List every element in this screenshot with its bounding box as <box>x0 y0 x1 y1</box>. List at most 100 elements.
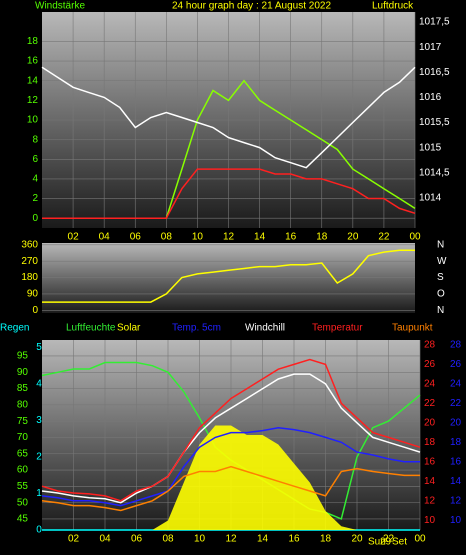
x-tick-label: 08 <box>161 232 173 243</box>
y2-tick-label: 1015 <box>419 142 442 153</box>
x-tick-label: 08 <box>162 534 174 545</box>
y2-tick-label-second: 26 <box>450 359 462 370</box>
series-line <box>41 426 420 507</box>
y3-tick-label: 0 <box>36 525 42 536</box>
x-tick-label: 06 <box>131 534 143 545</box>
legend-entry: Temp. 5cm <box>172 323 221 334</box>
y-tick-label: 55 <box>17 481 29 492</box>
y-tick-label: 4 <box>32 174 38 185</box>
x-tick-label: 20 <box>347 232 359 243</box>
y-tick-label: 180 <box>21 272 38 283</box>
y-tick-label: 80 <box>17 399 29 410</box>
x-tick-label: 02 <box>68 534 80 545</box>
x-tick-label: 10 <box>194 534 206 545</box>
y2-tick-label: O <box>437 289 445 300</box>
x-tick-label: 14 <box>257 534 269 545</box>
x-tick-label: 04 <box>99 232 111 243</box>
y3-tick-label: 3 <box>36 415 42 426</box>
series-line <box>42 249 415 303</box>
y2-tick-label: 1016 <box>419 92 442 103</box>
y-tick-label: 360 <box>21 239 38 250</box>
y2-tick-label: 1017 <box>419 42 442 53</box>
x-tick-label: 20 <box>351 534 363 545</box>
y2-tick-label: 1015,5 <box>419 117 450 128</box>
y-tick-label: 16 <box>27 56 39 67</box>
x-tick-label: 00 <box>409 232 421 243</box>
y2-tick-label: N <box>437 239 444 250</box>
y2-tick-label: 20 <box>424 417 436 428</box>
y-tick-label: 0 <box>32 213 38 224</box>
y2-tick-label: W <box>437 256 447 267</box>
y-tick-label: 12 <box>27 95 39 106</box>
legend-entry: Regen <box>0 323 29 334</box>
y2-tick-label-second: 18 <box>450 437 462 448</box>
x-tick-label: 00 <box>414 534 426 545</box>
y3-tick-label: 2 <box>36 452 42 463</box>
chart-title: 24 hour graph day : 21 August 2022 <box>172 1 331 12</box>
y-tick-label: 270 <box>21 256 38 267</box>
y2-tick-label: 1017,5 <box>419 17 450 28</box>
y2-tick-label: 1014 <box>419 193 442 204</box>
y-tick-label: 45 <box>17 514 29 525</box>
y-tick-label: 2 <box>32 193 38 204</box>
y2-tick-label: 18 <box>424 437 436 448</box>
y-tick-label: 50 <box>17 497 29 508</box>
series-line <box>41 358 421 502</box>
y2-tick-label-second: 20 <box>450 417 462 428</box>
y-tick-label: 14 <box>27 75 39 86</box>
y2-tick-label: 14 <box>424 476 436 487</box>
x-tick-label: 18 <box>320 534 332 545</box>
y2-tick-label: 26 <box>424 359 436 370</box>
series-area <box>42 425 420 530</box>
x-tick-label: 10 <box>192 232 204 243</box>
legend-entry: Solar <box>117 323 141 334</box>
y-tick-label: 90 <box>17 367 29 378</box>
y-tick-label: 75 <box>17 416 29 427</box>
y2-tick-label: 10 <box>424 515 436 526</box>
x-tick-label: 04 <box>99 534 111 545</box>
y-tick-label: 6 <box>32 154 38 165</box>
x-tick-label: 22 <box>383 534 395 545</box>
y2-tick-label: 16 <box>424 456 436 467</box>
y2-tick-label-second: 14 <box>450 476 462 487</box>
wind-label: Windstärke <box>35 1 85 12</box>
y2-tick-label: 28 <box>424 340 436 351</box>
x-tick-label: 12 <box>223 232 235 243</box>
y2-tick-label-second: 24 <box>450 378 462 389</box>
y-tick-label: 60 <box>17 465 29 476</box>
legend-entry: Luftfeuchte <box>66 323 116 334</box>
y-tick-label: 8 <box>32 134 38 145</box>
y2-tick-label-second: 12 <box>450 495 462 506</box>
y2-tick-label-second: 16 <box>450 456 462 467</box>
legend-entry: Taupunkt <box>392 323 433 334</box>
y2-tick-label: 12 <box>424 495 436 506</box>
x-tick-label: 14 <box>254 232 266 243</box>
panel <box>42 243 415 313</box>
y2-tick-label-second: 28 <box>450 340 462 351</box>
x-tick-label: 16 <box>288 534 300 545</box>
y2-tick-label: 1014,5 <box>419 167 450 178</box>
series-line <box>41 66 416 169</box>
y2-tick-label: S <box>437 272 444 283</box>
y-tick-label: 70 <box>17 432 29 443</box>
annotation: 29 <box>380 537 392 548</box>
y2-tick-label: 22 <box>424 398 436 409</box>
legend-entry: Temperatur <box>312 323 363 334</box>
y-tick-label: 18 <box>27 36 39 47</box>
y3-tick-label: 4 <box>36 378 42 389</box>
y2-tick-label: 1016,5 <box>419 67 450 78</box>
x-tick-label: 02 <box>68 232 80 243</box>
y-tick-label: 95 <box>17 351 29 362</box>
x-tick-label: 06 <box>130 232 142 243</box>
y-tick-label: 65 <box>17 448 29 459</box>
annotation: Set <box>392 537 407 548</box>
x-tick-label: 22 <box>378 232 390 243</box>
x-tick-label: 18 <box>316 232 328 243</box>
annotation: Sun <box>368 537 386 548</box>
y2-tick-label-second: 22 <box>450 398 462 409</box>
series-line <box>42 168 416 219</box>
y2-tick-label: N <box>437 305 444 316</box>
x-tick-label: 16 <box>285 232 297 243</box>
y2-tick-label: 24 <box>424 378 436 389</box>
